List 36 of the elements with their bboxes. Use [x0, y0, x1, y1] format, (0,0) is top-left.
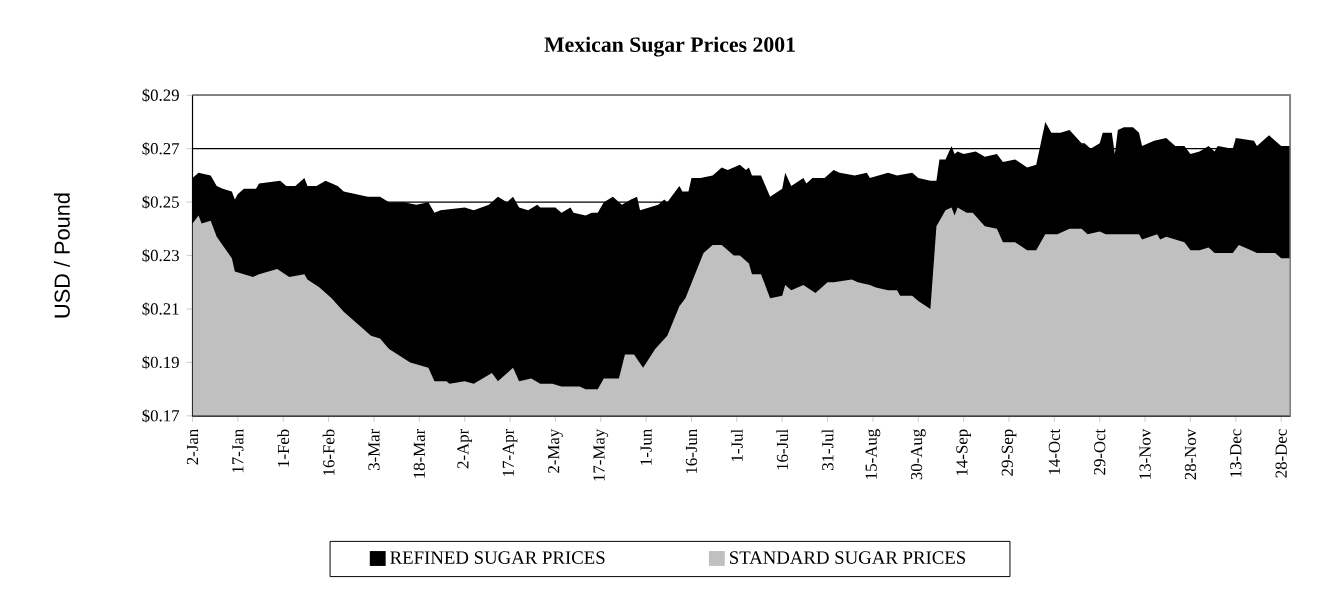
x-tick-label: 1-Jul: [730, 429, 743, 462]
y-axis-title: USD / Pound: [53, 193, 70, 318]
x-tick-label: 1-Feb: [277, 429, 290, 467]
x-tick-label: 16-Feb: [322, 429, 335, 476]
x-tick-label: 16-Jul: [776, 429, 789, 470]
x-tick-label: 2-Apr: [457, 429, 473, 469]
y-tick-label: $0.19: [142, 355, 179, 370]
x-tick-label: 1-Jun: [640, 429, 652, 465]
x-tick-label: 3-Mar: [368, 429, 380, 471]
legend-label: STANDARD SUGAR PRICES: [730, 551, 966, 565]
y-tick-label: $0.21: [142, 302, 179, 316]
x-tick-label: 2-Jan: [186, 429, 199, 465]
x-tick-label: 30-Aug: [910, 429, 926, 480]
x-tick-label: 14-Oct: [1048, 429, 1060, 475]
x-tick-label: 29-Sep: [1001, 429, 1017, 476]
y-tick-label: $0.25: [142, 195, 179, 210]
x-tick-label: 17-Jan: [232, 429, 244, 473]
x-tick-label: 31-Jul: [821, 429, 834, 471]
chart-title: Mexican Sugar Prices 2001: [544, 36, 795, 57]
x-tick-label: 15-Aug: [865, 429, 881, 479]
x-tick-label: 13-Dec: [1230, 429, 1242, 477]
y-tick-label: $0.17: [142, 409, 180, 423]
y-tick-label: $0.23: [142, 249, 179, 263]
x-tick-label: 17-May: [593, 429, 609, 481]
x-tick-label: 16-Jun: [685, 429, 698, 474]
x-tick-label: 28-Nov: [1184, 429, 1197, 480]
y-tick-label: $0.27: [142, 142, 180, 156]
x-tick-label: 28-Dec: [1275, 429, 1287, 478]
legend-label: REFINED SUGAR PRICES: [390, 551, 605, 565]
y-tick-label: $0.29: [142, 88, 179, 103]
x-tick-label: 18-Mar: [413, 429, 425, 478]
x-tick-label: 13-Nov: [1139, 429, 1151, 479]
x-tick-label: 17-Apr: [502, 429, 518, 477]
x-tick-label: 29-Oct: [1094, 429, 1106, 475]
x-tick-label: 14-Sep: [956, 429, 971, 476]
x-tick-label: 2-May: [548, 429, 563, 474]
